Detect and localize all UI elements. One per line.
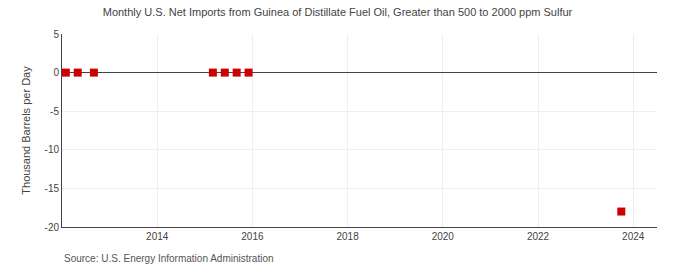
svg-text:2022: 2022 <box>527 231 550 242</box>
svg-text:2014: 2014 <box>146 231 169 242</box>
svg-text:2016: 2016 <box>241 231 264 242</box>
svg-text:2018: 2018 <box>336 231 359 242</box>
svg-text:-10: -10 <box>45 144 60 155</box>
svg-text:5: 5 <box>53 29 59 40</box>
svg-text:2020: 2020 <box>432 231 455 242</box>
svg-text:Thousand Barrels per Day: Thousand Barrels per Day <box>20 66 32 195</box>
svg-text:-15: -15 <box>45 183 60 194</box>
svg-text:Source: U.S. Energy Informatio: Source: U.S. Energy Information Administ… <box>64 253 274 264</box>
svg-text:-20: -20 <box>45 222 60 233</box>
svg-text:2024: 2024 <box>622 231 645 242</box>
svg-text:0: 0 <box>53 67 59 78</box>
svg-text:-5: -5 <box>50 106 59 117</box>
svg-text:Monthly U.S. Net Imports from: Monthly U.S. Net Imports from Guinea of … <box>103 6 573 18</box>
